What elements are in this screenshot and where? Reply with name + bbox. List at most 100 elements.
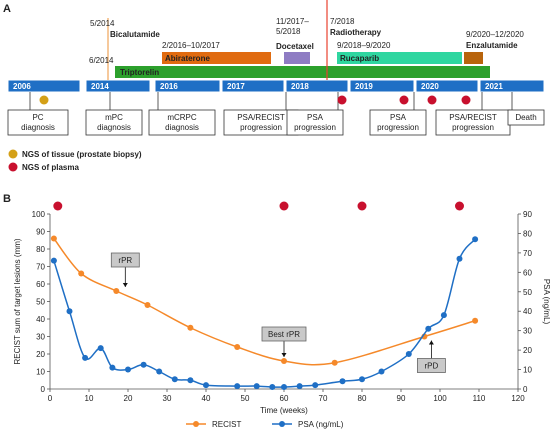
- therapy-label: Triptorelin: [120, 68, 159, 77]
- plasma-ngs-dot: [279, 201, 289, 211]
- therapy-bar: [464, 52, 483, 64]
- therapy-date: 2/2016–10/2017: [162, 41, 220, 50]
- x-tick-label: 20: [124, 394, 133, 403]
- therapy-label: Rucaparib: [340, 54, 379, 63]
- year-label: 2019: [355, 82, 373, 91]
- x-tick-label: 30: [163, 394, 172, 403]
- recist-point: [50, 235, 57, 242]
- legend-recist-marker: [193, 421, 199, 427]
- psa-point: [253, 383, 260, 390]
- plasma-ngs-dot: [53, 201, 63, 211]
- y-left-tick-label: 100: [32, 210, 46, 219]
- psa-point: [456, 255, 463, 262]
- annotation-label: rPR: [118, 256, 132, 265]
- annotation-box: [261, 326, 307, 342]
- annotation-arrowhead: [281, 353, 287, 357]
- psa-point: [312, 382, 319, 389]
- year-segment: [7, 79, 81, 93]
- x-tick-label: 40: [202, 394, 211, 403]
- event-box: [85, 109, 143, 136]
- psa-point: [234, 383, 241, 390]
- psa-point: [203, 382, 209, 389]
- event-box: [286, 109, 344, 136]
- legend-recist-label: RECIST: [212, 420, 241, 429]
- recist-point: [331, 359, 338, 366]
- event-label: PSA progression: [294, 113, 336, 132]
- event-label: mCRPC diagnosis: [165, 113, 199, 132]
- y-left-tick-label: 80: [36, 245, 45, 254]
- therapy-label: Docetaxel: [276, 42, 314, 51]
- x-tick-label: 10: [85, 394, 94, 403]
- psa-point: [405, 351, 412, 357]
- psa-point: [339, 378, 346, 385]
- therapy-label: Enzalutamide: [466, 41, 518, 50]
- year-label: 2017: [227, 82, 245, 91]
- year-segment: [85, 79, 151, 93]
- y-left-tick-label: 90: [36, 228, 45, 237]
- event-label: PSA/RECIST progression: [237, 113, 285, 132]
- psa-point: [440, 312, 447, 319]
- psa-point: [140, 361, 147, 368]
- ngs-dot: [461, 95, 471, 105]
- year-segment: [349, 79, 415, 93]
- psa-point: [109, 364, 116, 371]
- y-right-tick-label: 0: [523, 385, 528, 394]
- recist-point: [472, 317, 479, 324]
- year-label: 2021: [485, 82, 503, 91]
- therapy-bar: [284, 52, 310, 64]
- legend-label: NGS of tissue (prostate biopsy): [22, 150, 142, 159]
- psa-point: [281, 384, 287, 391]
- event-box: [7, 109, 69, 136]
- annotation-arrowhead: [122, 283, 128, 287]
- recist-point: [187, 324, 194, 331]
- psa-point: [425, 325, 432, 332]
- event-label: PSA progression: [377, 113, 419, 132]
- psa-point: [472, 236, 479, 243]
- y-left-tick-label: 0: [41, 385, 46, 394]
- psa-point: [296, 383, 303, 390]
- legend-psa-marker: [279, 421, 285, 427]
- x-tick-label: 60: [280, 394, 289, 403]
- psa-point: [82, 354, 89, 361]
- event-box: [148, 109, 216, 136]
- legend-psa-label: PSA (ng/mL): [298, 420, 344, 429]
- y-left-tick-label: 20: [36, 350, 45, 359]
- plasma-ngs-dot: [455, 201, 464, 211]
- x-tick-label: 80: [358, 394, 367, 403]
- legend-label: NGS of plasma: [22, 163, 79, 172]
- x-tick-label: 90: [397, 394, 406, 403]
- y-left-tick-label: 40: [36, 315, 45, 324]
- ngs-dot: [39, 95, 49, 105]
- therapy-bar: [162, 52, 271, 64]
- annotation-label: rPD: [425, 362, 439, 371]
- psa-point: [66, 308, 73, 315]
- recist-point: [234, 344, 241, 350]
- x-tick-label: 110: [473, 394, 486, 403]
- recist-series-line: [53, 238, 476, 366]
- plasma-ngs-dot: [357, 201, 367, 211]
- event-label: PSA/RECIST progression: [449, 113, 497, 132]
- ngs-dot: [427, 95, 437, 105]
- event-box: [507, 109, 545, 126]
- x-tick-label: 120: [511, 394, 525, 403]
- y-left-axis-title: RECIST sum of target lesions (mm): [13, 238, 22, 364]
- year-label: 2006: [13, 82, 31, 91]
- recist-point: [281, 358, 287, 364]
- x-tick-label: 50: [241, 394, 250, 403]
- year-segment: [285, 79, 349, 93]
- panel-a-timeline: A 2006 2014 2016 2017 2018 2019 2020 2021 5/2014 B…: [3, 0, 545, 172]
- ngs-dot: [337, 95, 347, 105]
- therapy-date: 6/2014: [89, 56, 114, 65]
- therapy-label: Radiotherapy: [330, 28, 382, 37]
- psa-point: [97, 345, 104, 352]
- therapy-date: 5/2014: [90, 19, 115, 28]
- year-label: 2014: [91, 82, 109, 91]
- year-segment: [221, 79, 285, 93]
- year-label: 2020: [421, 82, 439, 91]
- psa-point: [171, 376, 178, 383]
- panel-label-b: B: [3, 193, 11, 205]
- legend-dot: [8, 162, 18, 172]
- y-right-tick-label: 40: [523, 307, 532, 316]
- event-label: PC diagnosis: [21, 113, 55, 132]
